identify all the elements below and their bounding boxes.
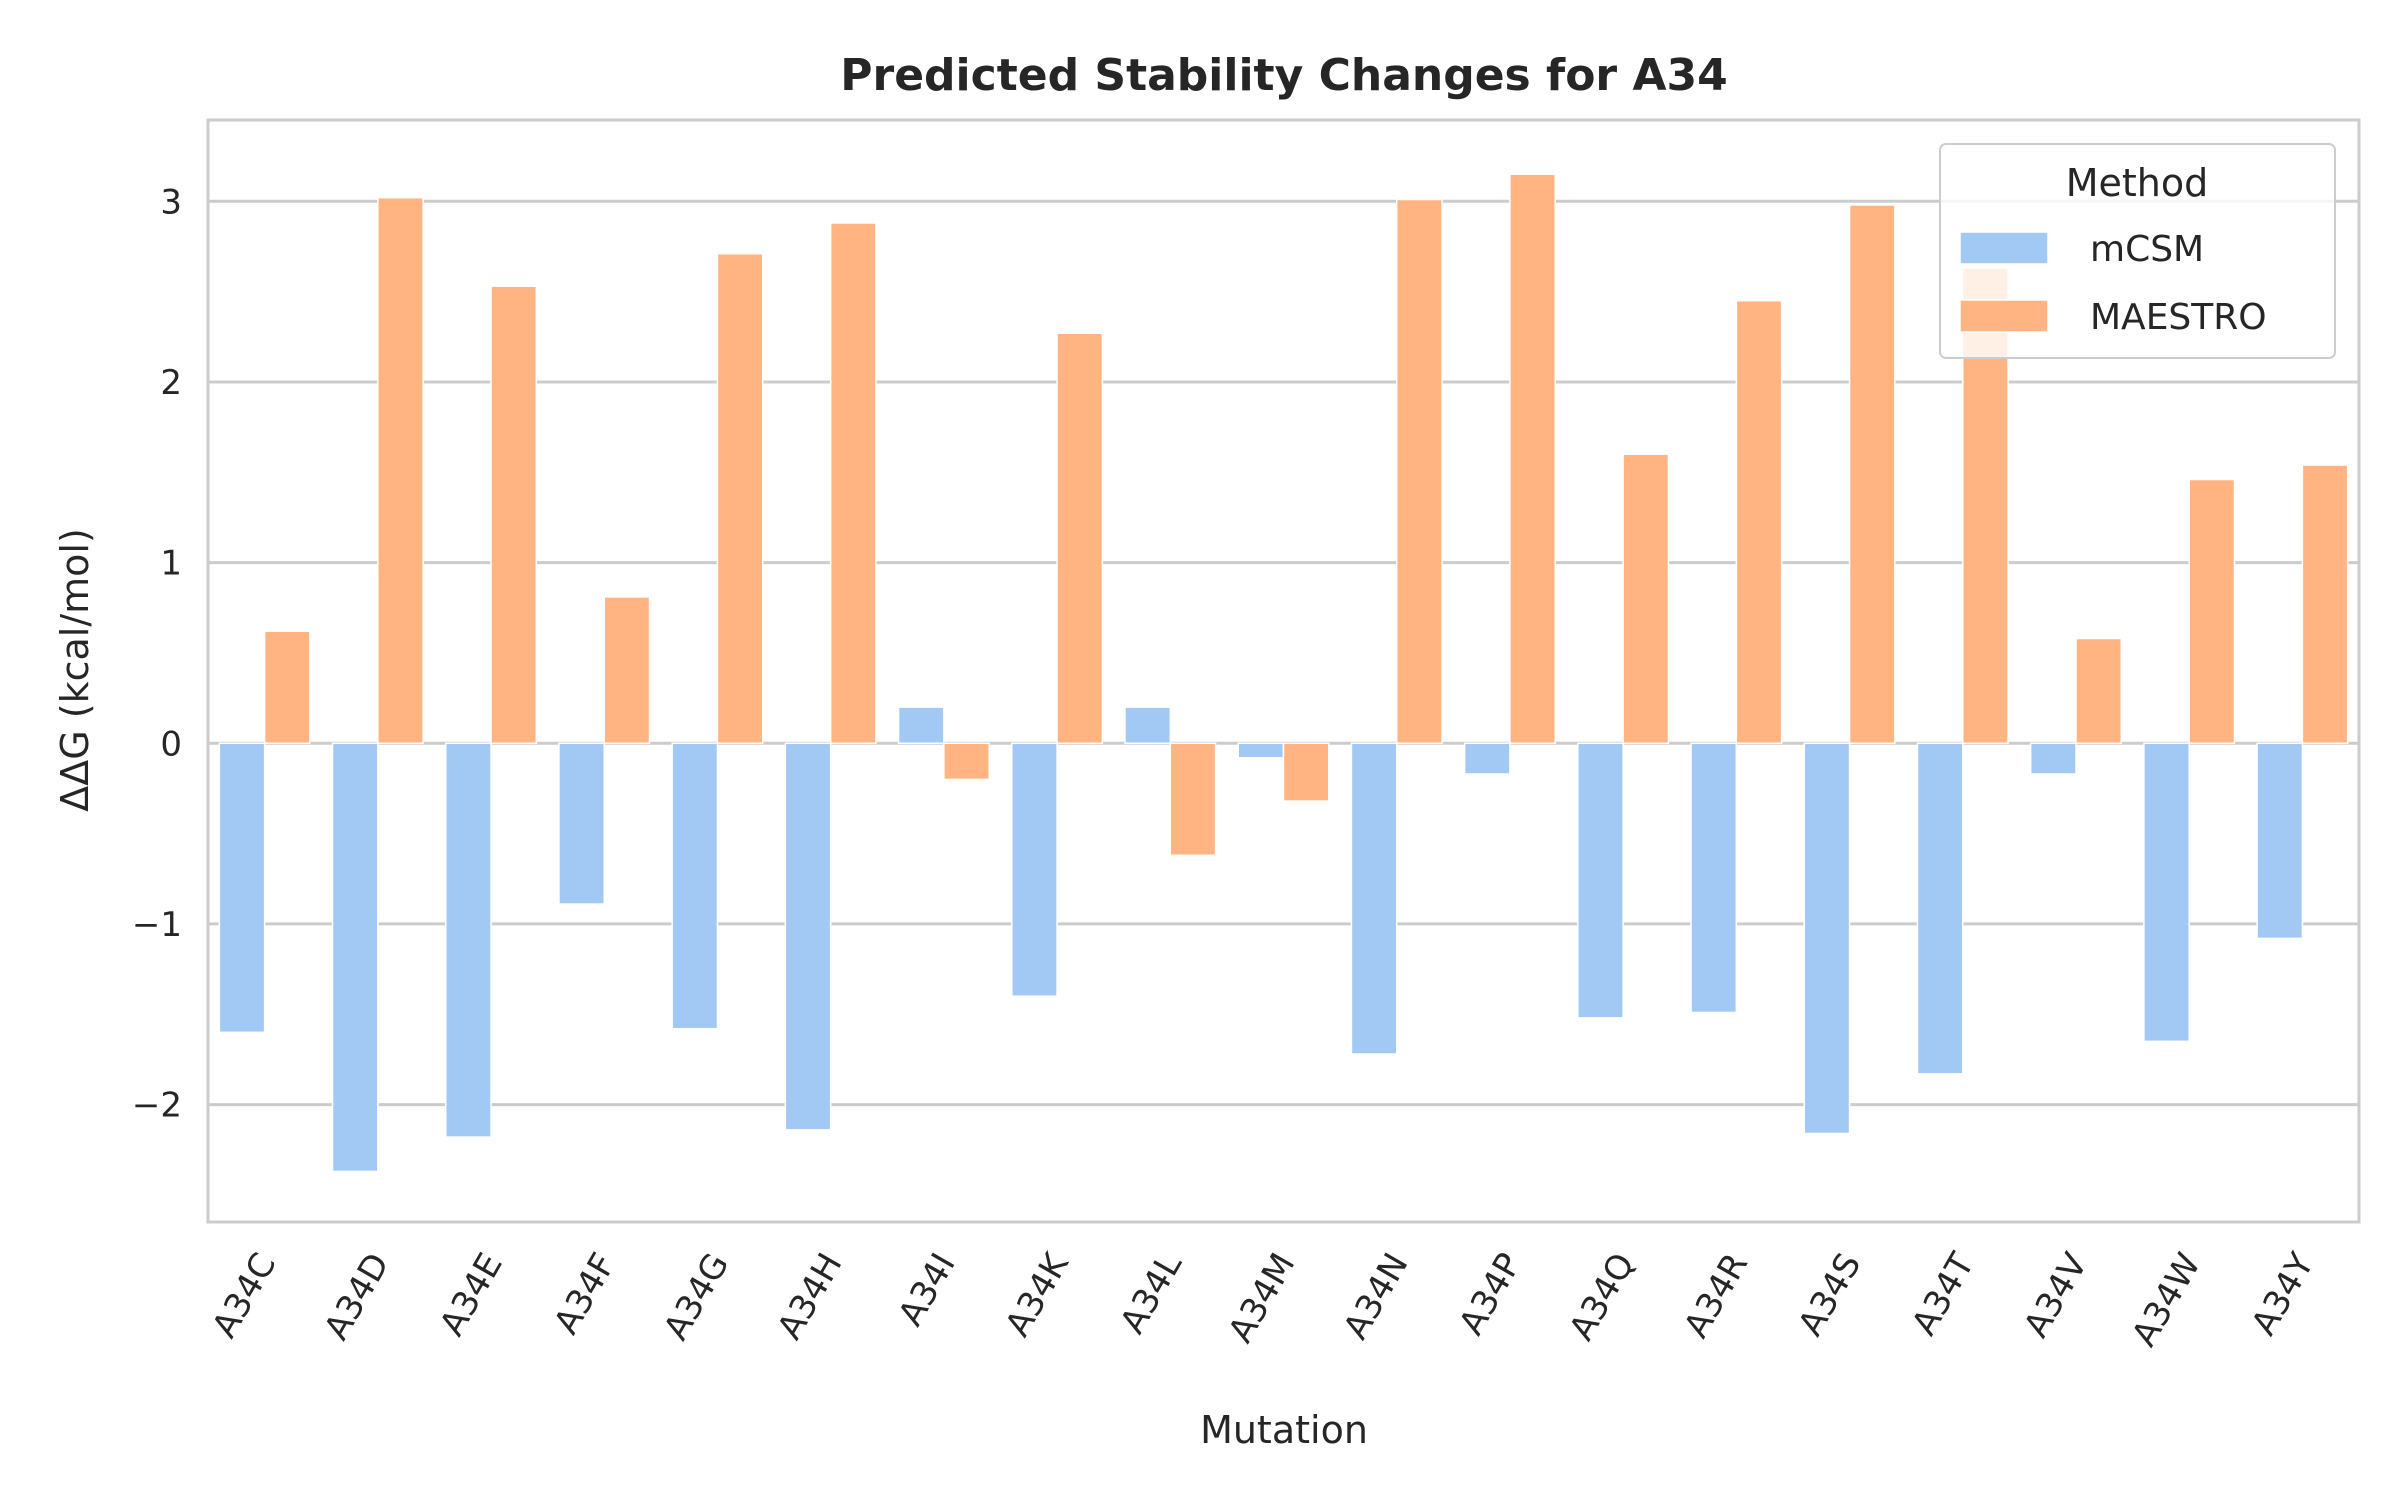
y-tick-label: −1 (132, 905, 182, 945)
y-tick-label: 2 (160, 363, 182, 403)
bar-mcsm-a34d (331, 742, 379, 1173)
legend-swatch-maestro (1959, 299, 2049, 333)
bar-maestro-a34l (1169, 742, 1217, 857)
bar-maestro-a34f (603, 596, 651, 745)
y-tick-label: 0 (160, 724, 182, 764)
bar-maestro-a34d (377, 196, 424, 745)
y-tick-label: 3 (160, 182, 182, 222)
bar-mcsm-a34c (218, 742, 266, 1034)
y-ticks: −2 −1 0 1 2 3 (132, 182, 182, 1125)
bar-mcsm-a34w (2143, 742, 2190, 1043)
legend-items: mCSM MAESTRO (1959, 229, 2267, 338)
y-tick-label: −2 (132, 1086, 182, 1126)
legend-title: Method (2066, 161, 2209, 205)
y-axis-label: ΔΔG (kcal/mol) (53, 528, 97, 812)
bar-maestro-a34s (1848, 204, 1896, 745)
bar-mcsm-a34m (1237, 742, 1285, 759)
bar-maestro-a34c (263, 630, 311, 745)
bar-mcsm-a34y (2256, 742, 2304, 940)
plot-frame (206, 118, 2361, 1224)
bar-mcsm-a34r (1690, 742, 1738, 1014)
bar-maestro-a34g (716, 252, 764, 745)
bar-mcsm-a34l (1124, 706, 1172, 745)
bar-mcsm-a34g (671, 742, 719, 1030)
bar-mcsm-a34h (784, 742, 832, 1131)
bar-mcsm-a34s (1803, 742, 1851, 1135)
bar-mcsm-a34v (2029, 742, 2077, 775)
bar-mcsm-a34i (897, 706, 945, 745)
bar-maestro-a34m (1282, 742, 1330, 802)
bar-maestro-a34p (1509, 173, 1556, 745)
bar-mcsm-a34p (1463, 742, 1511, 775)
bars-layer (218, 173, 2349, 1173)
legend-swatch-mcsm (1959, 231, 2049, 265)
bar-mcsm-a34n (1350, 742, 1398, 1055)
bar-maestro-a34n (1395, 198, 1443, 745)
x-axis-label: Mutation (1200, 1408, 1368, 1452)
chart-title: Predicted Stability Changes for A34 (840, 50, 1727, 101)
bar-mcsm-a34f (558, 742, 605, 905)
bar-maestro-a34h (829, 222, 877, 745)
bar-mcsm-a34t (1916, 742, 1964, 1075)
bar-maestro-a34v (2075, 637, 2123, 745)
bar-maestro-a34k (1056, 332, 1104, 745)
legend: Method mCSM MAESTRO (1939, 143, 2336, 359)
bar-maestro-a34y (2301, 464, 2349, 745)
y-tick-label: 1 (160, 544, 182, 584)
bar-maestro-a34e (490, 285, 538, 745)
bar-mcsm-a34e (444, 742, 492, 1138)
bar-maestro-a34q (1622, 453, 1670, 745)
bar-maestro-a34i (943, 742, 990, 781)
bar-mcsm-a34k (1011, 742, 1058, 997)
bar-maestro-a34r (1735, 299, 1783, 745)
bar-mcsm-a34q (1577, 742, 1624, 1019)
legend-label-maestro: MAESTRO (2090, 297, 2267, 338)
bar-maestro-a34w (2188, 478, 2236, 745)
legend-label-mcsm: mCSM (2090, 229, 2204, 270)
